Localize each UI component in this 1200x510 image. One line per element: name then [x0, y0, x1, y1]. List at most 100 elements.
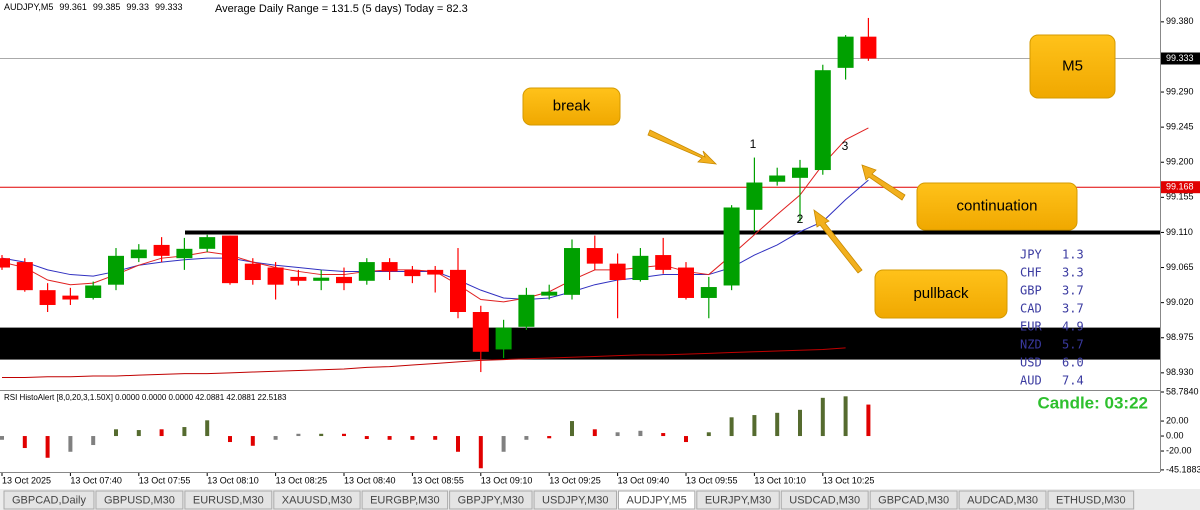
- tab[interactable]: [449, 490, 533, 510]
- y-tick-label: 98.975: [1166, 332, 1194, 342]
- tab[interactable]: [1047, 490, 1135, 510]
- wave-label: 3: [842, 139, 849, 153]
- tab-label[interactable]: XAUUSD,M30: [282, 494, 352, 506]
- currency: AUD: [1020, 374, 1042, 388]
- histogram-bar: [68, 436, 73, 452]
- candle-body: [723, 207, 740, 286]
- candle-body: [518, 294, 535, 327]
- level-tag: [1161, 181, 1200, 194]
- wave-label: 2: [797, 212, 804, 226]
- tab-label[interactable]: USDJPY,M30: [542, 494, 608, 506]
- level-label: 99.168: [1166, 182, 1194, 192]
- strength-value: 7.4: [1062, 374, 1084, 388]
- histogram-bar: [364, 436, 369, 440]
- tab-label[interactable]: AUDJPY,M5: [626, 494, 686, 506]
- candle-body: [85, 285, 102, 298]
- header-value: 99.385: [93, 2, 121, 12]
- histogram-bar: [798, 409, 802, 437]
- histogram-bar: [638, 430, 643, 437]
- histogram-bar: [182, 427, 187, 437]
- header-value: 99.361: [59, 2, 87, 12]
- tab[interactable]: [617, 490, 696, 510]
- strength-value: 5.7: [1062, 338, 1084, 352]
- histogram-bar: [478, 436, 483, 469]
- tab-label[interactable]: GBPUSD,M30: [104, 494, 175, 506]
- histogram-bar: [661, 433, 666, 437]
- histogram-bar: [22, 436, 27, 449]
- strength-value: 6.0: [1062, 356, 1084, 370]
- candle-body: [313, 277, 330, 281]
- x-tick-label: 13 Oct 2025: [2, 475, 51, 485]
- y-tick-label: 99.065: [1166, 262, 1194, 272]
- histogram-bar: [114, 429, 118, 437]
- candle-body: [108, 255, 124, 285]
- histogram-bar: [684, 436, 688, 443]
- histogram-bar: [91, 436, 96, 446]
- annotation: pullback: [913, 285, 969, 302]
- y-tick-label: 99.290: [1166, 86, 1194, 96]
- tab-label[interactable]: USDCAD,M30: [789, 494, 860, 506]
- tab[interactable]: [184, 490, 273, 510]
- x-tick-label: 13 Oct 08:10: [207, 475, 259, 485]
- candle-body: [427, 269, 444, 275]
- wave-label: 1: [750, 137, 757, 151]
- candle-body: [655, 255, 672, 270]
- currency: CHF: [1020, 266, 1042, 280]
- candle-body: [0, 258, 10, 268]
- tab[interactable]: [958, 490, 1047, 510]
- header-value: 99.333: [155, 2, 183, 12]
- header-value: AUDJPY,M5: [4, 2, 53, 12]
- strength-value: 3.3: [1062, 266, 1084, 280]
- annotation-box: [916, 182, 1078, 231]
- tab-label[interactable]: ETHUSD,M30: [1056, 494, 1126, 506]
- candle-body: [495, 327, 512, 350]
- tab[interactable]: [533, 490, 617, 510]
- arrow: [647, 129, 718, 165]
- histogram-bar: [501, 436, 506, 452]
- candle-body: [336, 276, 352, 284]
- tab-label[interactable]: GBPCAD,Daily: [12, 494, 86, 506]
- annotation: continuation: [957, 197, 1038, 214]
- candle-body: [541, 291, 558, 296]
- tab[interactable]: [869, 490, 958, 510]
- tab[interactable]: [361, 490, 449, 510]
- tab[interactable]: [95, 490, 184, 510]
- histogram-bar: [570, 421, 574, 437]
- tab[interactable]: [780, 490, 869, 510]
- annotation-box: [874, 269, 1008, 319]
- candle-body: [222, 235, 238, 284]
- candle-body: [62, 295, 79, 300]
- y-tick-label: 99.200: [1166, 157, 1194, 167]
- candle-body: [358, 262, 375, 281]
- histogram-bar: [205, 420, 210, 437]
- tab-label[interactable]: GBPJPY,M30: [458, 494, 524, 506]
- tab-label[interactable]: AUDCAD,M30: [967, 494, 1038, 506]
- zone: [0, 327, 1160, 360]
- tab-label[interactable]: EURUSD,M30: [193, 494, 264, 506]
- y-tick-label: 99.155: [1166, 192, 1194, 202]
- tab[interactable]: [273, 490, 361, 510]
- tab[interactable]: [696, 490, 780, 510]
- candle-body: [244, 263, 261, 281]
- arrow: [813, 209, 863, 274]
- x-tick-label: 13 Oct 08:40: [344, 475, 396, 485]
- x-tick-label: 13 Oct 10:25: [823, 475, 875, 485]
- tab-label[interactable]: EURJPY,M30: [705, 494, 771, 506]
- candle-body: [199, 237, 216, 249]
- y-tick-label: -45.1883: [1166, 464, 1200, 474]
- tab[interactable]: [3, 490, 95, 510]
- tab-label[interactable]: GBPCAD,M30: [878, 494, 949, 506]
- annotation-box: [1029, 34, 1116, 99]
- histogram-bar: [273, 436, 278, 440]
- currency: NZD: [1020, 338, 1042, 352]
- currency: JPY: [1020, 248, 1042, 262]
- tab-label[interactable]: EURGBP,M30: [370, 494, 440, 506]
- candle-body: [678, 267, 694, 298]
- currency: CAD: [1020, 302, 1042, 316]
- histogram-bar: [228, 436, 232, 443]
- candle-body: [450, 269, 466, 312]
- histogram-bar: [547, 436, 552, 439]
- histogram-bar: [843, 396, 848, 437]
- histogram-bar: [433, 436, 438, 440]
- range-info: Average Daily Range = 131.5 (5 days) Tod…: [215, 3, 468, 15]
